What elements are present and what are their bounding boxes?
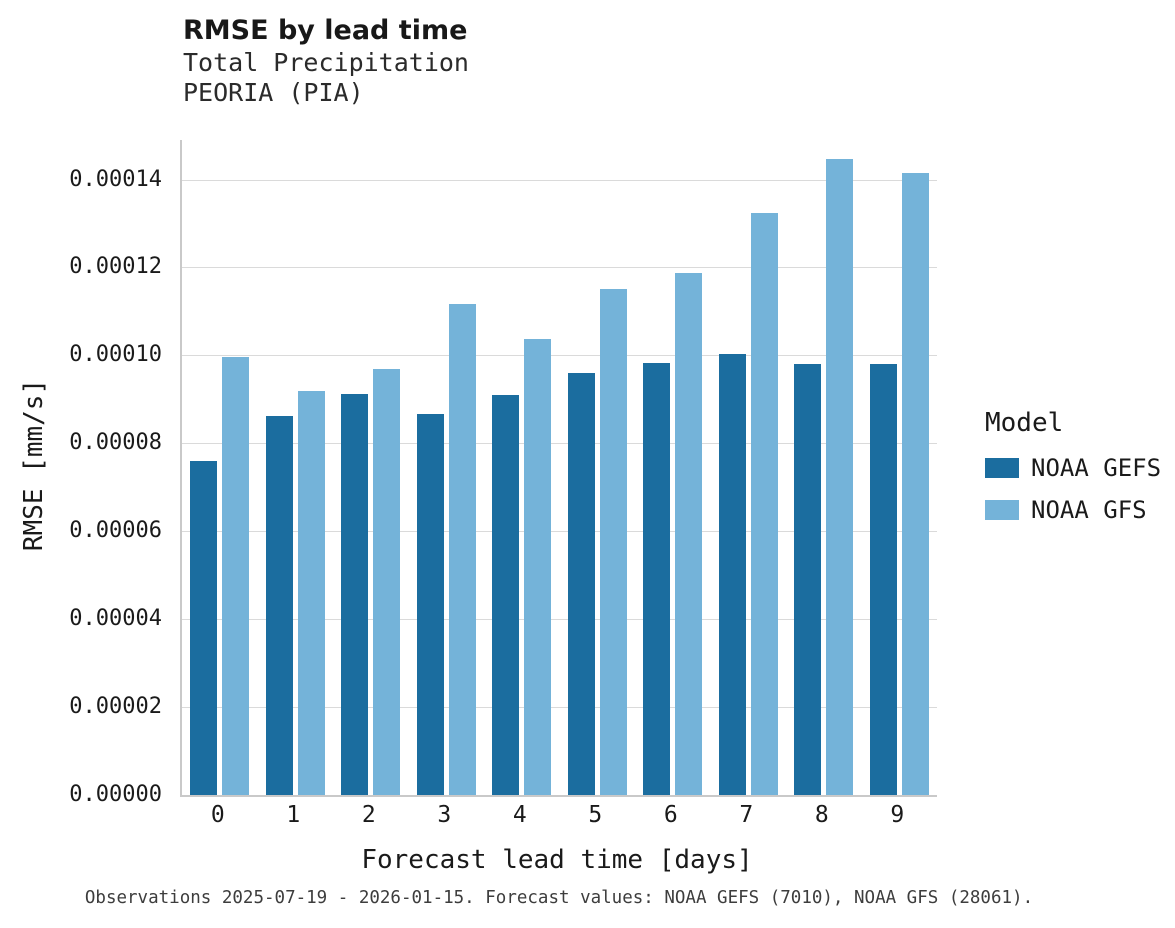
x-tick-label: 5 [588,802,603,828]
bar-noaa-gfs [826,158,854,795]
bar-noaa-gfs [675,272,703,795]
gridline [182,267,937,269]
x-tick-label: 1 [286,802,301,828]
bar-noaa-gfs [750,213,778,795]
y-axis-ticks: 0.00000 0.00002 0.00004 0.00006 0.00008 0.000… [0,140,162,807]
x-tick-label: 8 [814,802,829,828]
y-tick-label: 0.00002 [69,694,162,720]
legend: Model NOAA GEFS NOAA GFS [985,408,1161,538]
y-tick-label: 0.00010 [69,342,162,368]
x-tick-label: 0 [210,802,225,828]
bar-noaa-gfs [297,391,325,795]
bar-noaa-gfs [901,172,929,795]
y-tick-label: 0.00014 [69,166,162,192]
bar-group [333,140,409,795]
bar-noaa-gefs [718,353,746,795]
bar-group [862,140,938,795]
bar-noaa-gefs [794,364,822,795]
legend-title: Model [985,408,1064,438]
bar-noaa-gfs [373,369,401,795]
y-tick-label: 0.00000 [69,782,162,807]
bar-noaa-gefs [492,394,520,795]
bar-noaa-gfs [524,338,552,795]
legend-swatch-icon [985,500,1019,520]
legend-label: NOAA GEFS [1031,454,1162,482]
bar-noaa-gefs [643,362,671,795]
bar-noaa-gefs [190,460,218,795]
x-axis-ticks: 0 1 2 3 4 5 6 7 8 9 [180,802,935,828]
bar-group [182,140,258,795]
legend-swatch-icon [985,458,1019,478]
y-tick-label: 0.00004 [69,606,162,632]
bar-group [484,140,560,795]
legend-entry: NOAA GFS [985,496,1161,524]
y-tick-label: 0.00008 [69,430,162,456]
chart-title: RMSE by lead time [183,15,468,46]
gridline [182,619,937,621]
bar-noaa-gefs [341,393,369,795]
bar-group [560,140,636,795]
legend-entry: NOAA GEFS [985,454,1161,482]
gridline [182,179,937,181]
gridline [182,531,937,533]
legend-label: NOAA GFS [1031,496,1147,524]
x-tick-label: 4 [512,802,527,828]
bar-noaa-gfs [222,356,250,795]
y-tick-label: 0.00012 [69,254,162,280]
plot-area [180,140,937,797]
bar-group [786,140,862,795]
legend-entries: NOAA GEFS NOAA GFS [985,454,1161,524]
chart-subtitle-variable: Total Precipitation [183,48,469,77]
chart-subtitle-station: PEORIA (PIA) [183,78,364,107]
bar-noaa-gfs [448,303,476,795]
gridline [182,443,937,445]
caption: Observations 2025-07-19 - 2026-01-15. Fo… [84,888,1034,908]
bar-noaa-gefs [265,416,293,795]
x-axis-label: Forecast lead time [days] [361,845,753,875]
x-tick-label: 7 [739,802,754,828]
bar-group [711,140,787,795]
x-tick-label: 9 [890,802,905,828]
bar-group [258,140,334,795]
y-tick-label: 0.00006 [69,518,162,544]
bar-noaa-gefs [869,364,897,795]
x-tick-label: 6 [663,802,678,828]
bar-group [409,140,485,795]
bar-noaa-gefs [567,373,595,795]
bar-noaa-gefs [416,413,444,795]
bars-container [182,140,937,795]
bar-group [635,140,711,795]
bar-noaa-gfs [599,288,627,795]
title-block: RMSE by lead time Total Precipitation PE… [183,14,469,108]
gridline [182,355,937,357]
x-tick-label: 2 [361,802,376,828]
x-tick-label: 3 [437,802,452,828]
gridline [182,707,937,709]
